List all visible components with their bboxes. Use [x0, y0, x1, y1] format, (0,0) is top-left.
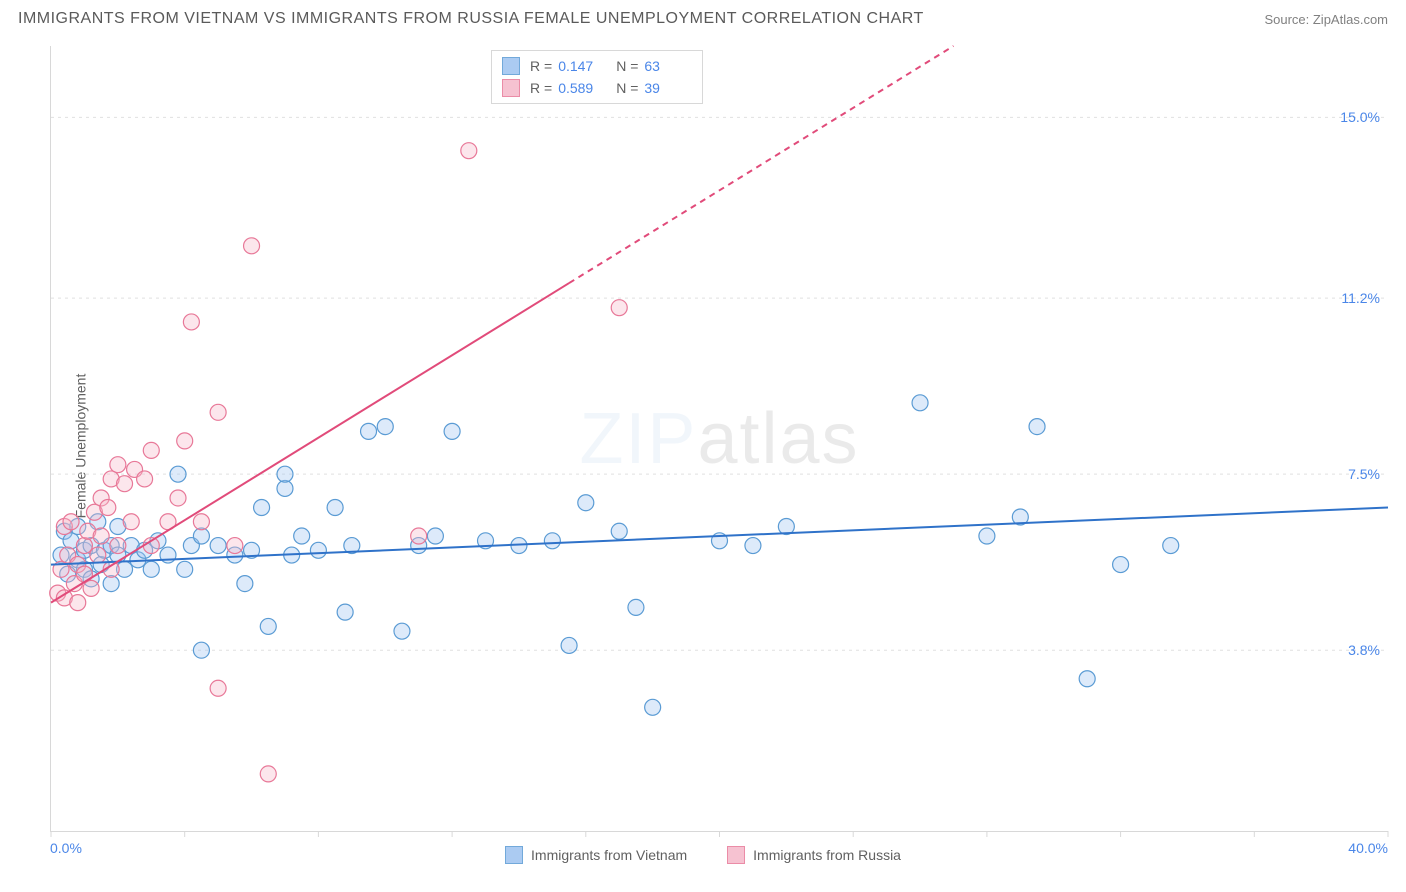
- chart-title: IMMIGRANTS FROM VIETNAM VS IMMIGRANTS FR…: [18, 10, 924, 28]
- legend-item-russia: Immigrants from Russia: [727, 846, 901, 864]
- y-tick-label: 7.5%: [1348, 466, 1380, 482]
- swatch-vietnam-icon: [505, 846, 523, 864]
- swatch-russia-icon: [727, 846, 745, 864]
- plot-svg: [51, 46, 1388, 831]
- y-tick-label: 15.0%: [1340, 109, 1380, 125]
- source-attribution: Source: ZipAtlas.com: [1264, 12, 1388, 27]
- y-tick-label: 3.8%: [1348, 642, 1380, 658]
- chart-header: IMMIGRANTS FROM VIETNAM VS IMMIGRANTS FR…: [0, 0, 1406, 36]
- y-tick-label: 11.2%: [1341, 290, 1380, 306]
- chart-plot-area: ZIPatlas R = 0.147 N = 63 R = 0.589 N = …: [50, 46, 1388, 832]
- series-legend: Immigrants from Vietnam Immigrants from …: [0, 846, 1406, 864]
- legend-item-vietnam: Immigrants from Vietnam: [505, 846, 687, 864]
